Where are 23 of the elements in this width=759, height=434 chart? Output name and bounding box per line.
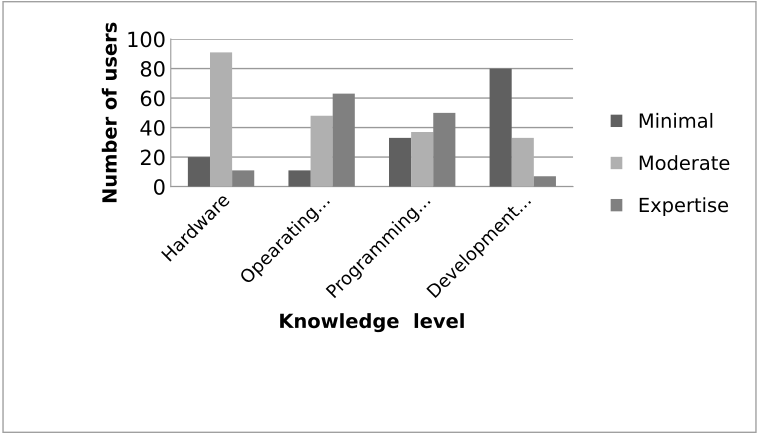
legend-label: Expertise bbox=[640, 197, 728, 216]
y-tick-label: 100 bbox=[128, 32, 165, 48]
bar bbox=[310, 116, 333, 187]
y-axis-title: Number of users bbox=[102, 22, 117, 202]
y-tick-label: 0 bbox=[154, 179, 165, 195]
bar bbox=[411, 132, 434, 187]
bar bbox=[534, 176, 556, 187]
legend-label: Minimal bbox=[640, 112, 712, 128]
bar bbox=[210, 52, 232, 187]
bar bbox=[490, 68, 512, 187]
x-axis-title: Knowledge level bbox=[280, 313, 464, 332]
bar bbox=[433, 112, 456, 187]
bar bbox=[512, 138, 534, 187]
bar bbox=[389, 138, 412, 187]
y-tick-label: 80 bbox=[140, 61, 165, 77]
bar bbox=[332, 94, 355, 187]
y-tick-label: 40 bbox=[140, 120, 165, 136]
y-tick-label: 20 bbox=[140, 150, 165, 166]
bar bbox=[288, 170, 311, 187]
y-tick-label: 60 bbox=[140, 90, 165, 106]
bar bbox=[188, 157, 210, 187]
bar bbox=[232, 170, 254, 187]
legend-label: Moderate bbox=[640, 155, 730, 170]
